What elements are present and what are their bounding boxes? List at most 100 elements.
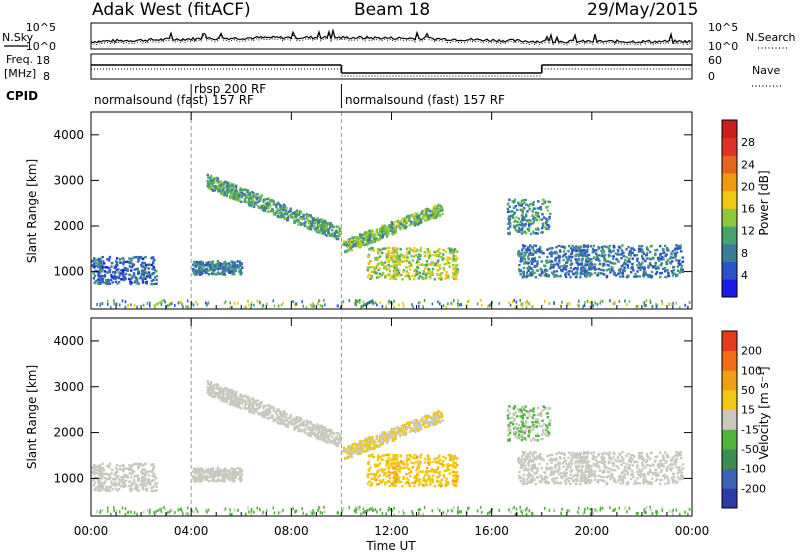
power-echo [570,270,574,273]
velocity-echo [128,472,132,475]
velocity-echo [419,481,422,485]
power-echo [650,275,654,278]
power-echo [574,254,577,257]
power-echo [122,258,125,261]
power-echo [220,272,223,275]
power-echo [250,302,253,306]
power-echo [385,235,389,238]
power-echo [420,220,423,224]
velocity-echo [407,426,411,429]
power-echo [460,303,462,307]
velocity-echo [215,474,218,477]
velocity-echo [366,475,369,479]
velocity-echo [220,479,223,482]
velocity-echo [105,485,108,489]
power-echo [196,303,199,306]
velocity-echo [194,472,198,475]
power-echo [498,301,500,305]
power-echo [352,237,355,240]
velocity-echo [142,476,145,479]
power-echo [602,256,606,259]
power-echo [295,209,299,212]
velocity-echo [452,458,455,462]
velocity-echo [394,480,398,483]
power-echo [312,219,316,222]
power-echo [111,271,115,274]
velocity-echo [275,418,278,421]
power-echo [454,275,458,278]
velocity-echo [394,434,397,437]
power-echo [212,185,215,188]
power-echo [443,263,446,266]
power-echo [155,270,158,273]
velocity-echo [225,469,228,472]
power-echo [638,275,641,278]
power-echo [209,176,212,179]
power-echo [570,262,574,265]
power-echo [363,231,367,234]
velocity-echo [238,467,241,470]
power-echo [521,208,524,211]
power-echo [413,274,417,278]
power-echo [387,249,390,253]
velocity-echo [211,467,215,470]
velocity-echo [142,484,145,487]
velocity-echo [230,398,233,401]
velocity-echo [437,455,441,459]
velocity-echo [272,407,275,410]
power-echo [197,261,200,264]
power-echo [404,227,407,230]
power-echo [387,273,390,276]
power-echo [621,275,625,278]
power-echo [91,260,94,263]
power-echo [107,271,110,274]
power-echo [628,250,632,253]
velocity-echo [255,404,258,407]
power-echo [387,256,390,259]
power-echo [511,210,514,213]
velocity-echo [297,425,300,428]
velocity-echo [220,469,223,472]
velocity-echo [137,462,140,465]
power-echo [371,232,374,235]
velocity-echo [453,484,457,487]
power-echo [286,218,289,222]
power-echo [454,255,457,258]
power-echo [304,221,307,224]
power-echo [651,304,654,308]
power-echo [216,271,220,274]
velocity-echo [423,415,427,418]
velocity-echo [385,441,389,445]
power-echo [440,278,443,281]
power-echo [309,228,313,231]
velocity-echo [153,489,157,492]
power-echo [659,244,662,248]
power-echo [321,232,325,235]
power-echo [632,275,636,278]
power-echo [232,187,235,190]
velocity-echo [454,473,457,476]
velocity-echo [420,418,423,422]
power-echo [438,273,442,276]
velocity-echo [130,484,133,487]
velocity-echo [435,420,439,424]
velocity-echo [360,446,363,449]
power-echo [313,226,316,229]
velocity-echo [233,400,236,404]
velocity-echo [321,428,325,431]
power-echo [523,257,527,261]
velocity-echo [417,462,420,466]
power-echo [306,213,309,216]
velocity-echo [221,474,224,477]
power-echo [347,240,350,244]
power-echo [254,202,258,206]
power-echo [676,247,680,251]
velocity-echo [408,423,411,427]
power-echo [586,260,589,263]
velocity-echo [380,468,383,471]
power-echo [201,272,204,275]
velocity-echo [218,388,221,392]
power-echo [319,304,322,307]
power-echo [575,261,578,264]
velocity-echo [438,462,441,465]
